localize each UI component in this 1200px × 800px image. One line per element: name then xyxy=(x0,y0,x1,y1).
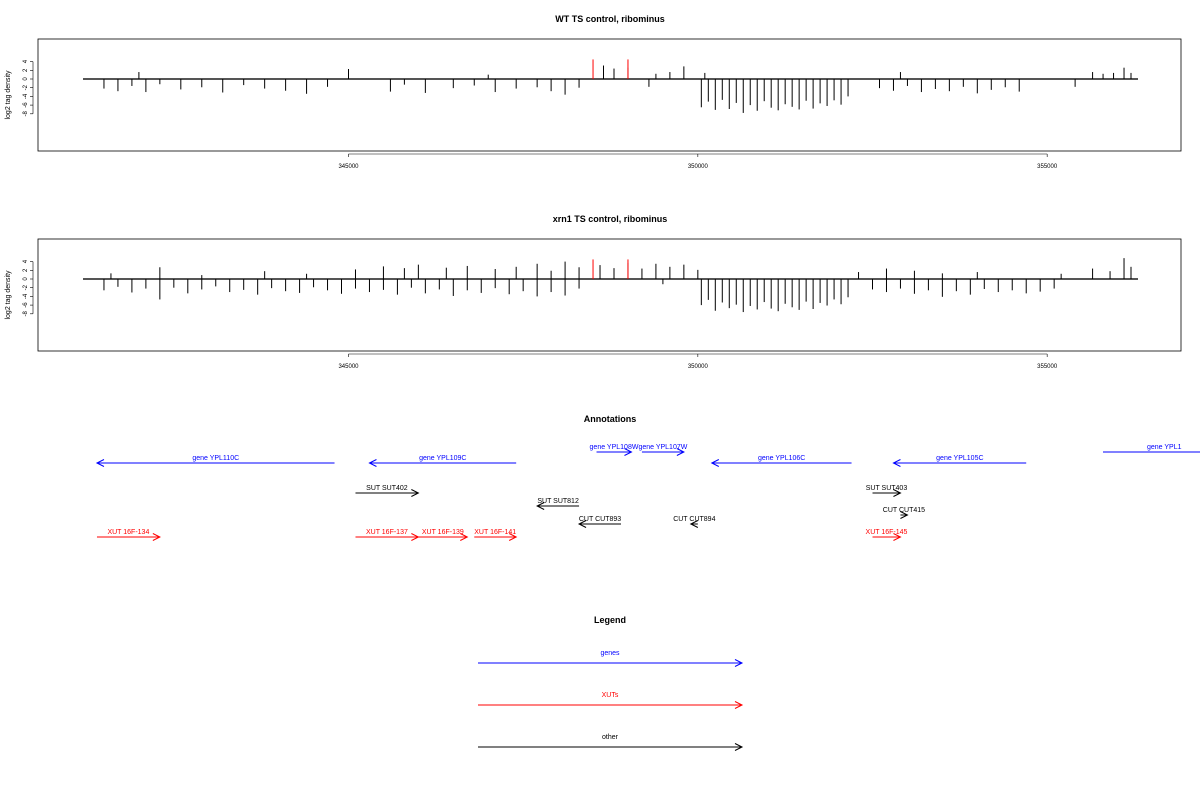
plot-frame xyxy=(37,38,1182,152)
annotation-label: SUT SUT402 xyxy=(366,485,408,492)
annotation-label: CUT CUT894 xyxy=(673,516,715,523)
x-tick-label: 355000 xyxy=(1037,364,1058,370)
legend-arrow-head xyxy=(734,743,744,751)
annotation-label: gene YPL105C xyxy=(936,455,983,462)
annotation-label: XUT 16F-145 xyxy=(866,529,908,536)
annotation-label: gene YPL1 xyxy=(1147,444,1182,451)
annotation-label: gene YPL108W xyxy=(590,444,639,451)
y-tick-label: 2 xyxy=(23,268,29,272)
annotation-label: gene YPL106C xyxy=(758,455,805,462)
legend-arrow-head xyxy=(734,701,744,709)
y-tick-label: 2 xyxy=(23,68,29,72)
legend-label: other xyxy=(602,734,619,741)
y-tick-label: -2 xyxy=(23,84,29,90)
x-tick-label: 355000 xyxy=(1037,164,1058,170)
annotation-label: XUT 16F-137 xyxy=(366,529,408,536)
plot-frame xyxy=(37,238,1182,352)
annotation-arrow-head xyxy=(676,448,685,456)
y-axis-label: log2 tag density xyxy=(5,270,12,320)
y-axis-label: log2 tag density xyxy=(5,70,12,120)
chart-title: WT TS control, ribominus xyxy=(555,14,665,24)
annotation-arrow-head xyxy=(577,520,587,528)
annotation-arrow-head xyxy=(508,533,518,541)
x-tick-label: 345000 xyxy=(338,364,359,370)
legend-label: genes xyxy=(600,650,620,657)
y-tick-label: -6 xyxy=(23,302,29,308)
annotation-arrow-head xyxy=(95,459,105,467)
y-tick-label: -4 xyxy=(23,93,29,99)
legend-title: Legend xyxy=(594,615,626,625)
annotation-arrow-head xyxy=(368,459,377,467)
y-tick-label: 0 xyxy=(23,77,29,81)
annotation-arrow-head xyxy=(536,502,545,510)
x-tick-label: 345000 xyxy=(338,164,359,170)
y-tick-label: -2 xyxy=(23,284,29,290)
annotation-arrow-head xyxy=(710,459,720,467)
y-tick-label: -4 xyxy=(23,293,29,299)
x-tick-label: 350000 xyxy=(688,164,709,170)
annotation-arrow-head xyxy=(893,489,902,497)
annotation-label: CUT CUT893 xyxy=(579,516,621,523)
annotation-label: gene YPL107W xyxy=(638,444,687,451)
chart-title: xrn1 TS control, ribominus xyxy=(553,214,668,224)
annotation-label: CUT CUT415 xyxy=(883,507,925,514)
legend-label: XUTs xyxy=(602,692,619,699)
annotation-arrow-head xyxy=(152,533,161,541)
annotation-arrow-head xyxy=(893,533,902,541)
y-tick-label: 4 xyxy=(23,259,29,263)
x-tick-label: 350000 xyxy=(688,364,709,370)
y-tick-label: 4 xyxy=(23,59,29,63)
annotation-label: XUT 16F-139 xyxy=(422,529,464,536)
annotation-label: XUT 16F-141 xyxy=(474,529,516,536)
annotation-arrow-head xyxy=(892,459,901,467)
y-tick-label: 0 xyxy=(23,277,29,281)
annotation-arrow-head xyxy=(411,489,420,497)
annotation-label: gene YPL110C xyxy=(192,455,239,462)
annotation-label: XUT 16F-134 xyxy=(107,529,149,536)
annotation-arrow-head xyxy=(624,448,633,456)
annotation-arrow-head xyxy=(460,533,469,541)
annotation-arrow-head xyxy=(689,520,699,528)
y-tick-label: -6 xyxy=(23,102,29,108)
legend-arrow-head xyxy=(734,659,744,667)
annotation-label: SUT SUT403 xyxy=(866,485,908,492)
annotations-title: Annotations xyxy=(584,414,637,424)
annotation-arrow-head xyxy=(900,511,909,519)
y-tick-label: -8 xyxy=(23,310,29,316)
annotation-label: SUT SUT812 xyxy=(537,498,579,505)
annotation-label: gene YPL109C xyxy=(419,455,466,462)
y-tick-label: -8 xyxy=(23,110,29,116)
